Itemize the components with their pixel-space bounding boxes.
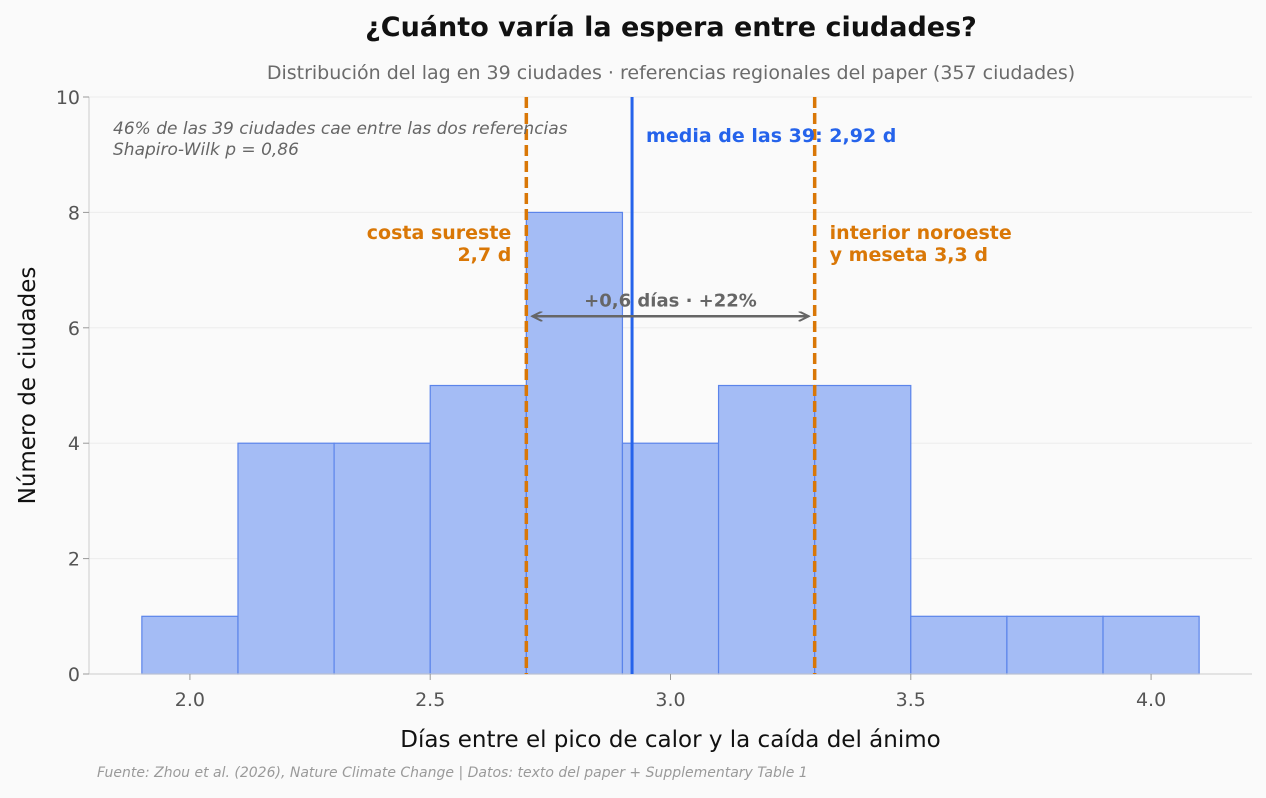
stats-annotation: 46% de las 39 ciudades cae entre las dos… xyxy=(113,119,568,139)
y-axis-label: Número de ciudades xyxy=(15,267,41,505)
histogram-bar xyxy=(1102,615,1200,675)
y-tick-label: 10 xyxy=(56,87,80,109)
histogram-bar xyxy=(141,615,239,675)
difference-label: +0,6 días · +22% xyxy=(584,290,757,311)
histogram-bar xyxy=(237,442,335,675)
histogram-bar xyxy=(814,384,912,675)
reference-label-southeast: costa sureste xyxy=(367,222,512,244)
y-tick-label: 2 xyxy=(68,549,80,571)
stats-annotation: Shapiro-Wilk p = 0,86 xyxy=(113,140,299,160)
histogram-bar xyxy=(525,211,624,675)
histogram-bar xyxy=(1006,615,1104,675)
reference-label-northwest: interior noroeste xyxy=(830,222,1012,244)
reference-label-southeast: 2,7 d xyxy=(457,244,511,266)
mean-label: media de las 39: 2,92 d xyxy=(646,125,896,147)
x-axis-label: Días entre el pico de calor y la caída d… xyxy=(400,727,940,753)
histogram-bar xyxy=(429,384,527,675)
x-tick-label: 3.5 xyxy=(896,689,926,711)
chart-subtitle: Distribución del lag en 39 ciudades · re… xyxy=(266,62,1076,84)
x-tick-label: 2.0 xyxy=(175,689,205,711)
x-tick-label: 3.0 xyxy=(655,689,685,711)
y-tick-label: 4 xyxy=(68,433,80,455)
histogram-bar xyxy=(621,442,720,675)
y-tick-label: 0 xyxy=(68,664,80,686)
x-tick-label: 2.5 xyxy=(415,689,445,711)
reference-label-northwest: y meseta 3,3 d xyxy=(830,244,988,266)
histogram-bar xyxy=(910,615,1008,675)
histogram-bar xyxy=(333,442,431,675)
chart-title: ¿Cuánto varía la espera entre ciudades? xyxy=(365,12,977,43)
y-tick-label: 8 xyxy=(68,202,80,224)
y-tick-label: 6 xyxy=(68,318,80,340)
x-tick-label: 4.0 xyxy=(1136,689,1166,711)
histogram-bar xyxy=(717,384,816,675)
source-note: Fuente: Zhou et al. (2026), Nature Clima… xyxy=(97,765,808,781)
